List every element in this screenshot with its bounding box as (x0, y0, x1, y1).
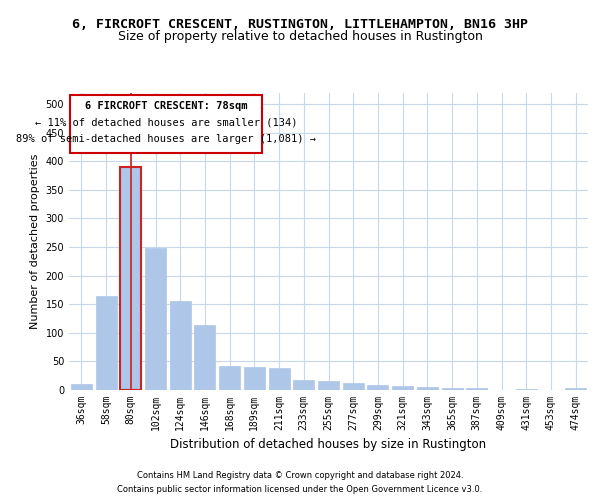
Text: 6 FIRCROFT CRESCENT: 78sqm: 6 FIRCROFT CRESCENT: 78sqm (85, 100, 247, 110)
Bar (466, 388, 487, 390)
Bar (417, 387, 438, 390)
Bar (293, 380, 314, 390)
Text: ← 11% of detached houses are smaller (134): ← 11% of detached houses are smaller (13… (35, 118, 297, 128)
Text: 6, FIRCROFT CRESCENT, RUSTINGTON, LITTLEHAMPTON, BN16 3HP: 6, FIRCROFT CRESCENT, RUSTINGTON, LITTLE… (72, 18, 528, 30)
Bar (170, 302, 191, 390)
X-axis label: Distribution of detached houses by size in Rustington: Distribution of detached houses by size … (170, 438, 487, 452)
FancyBboxPatch shape (70, 96, 262, 152)
Bar (442, 388, 463, 390)
Bar (565, 388, 586, 390)
Bar (269, 368, 290, 390)
Bar (219, 366, 240, 390)
Text: Contains HM Land Registry data © Crown copyright and database right 2024.: Contains HM Land Registry data © Crown c… (137, 472, 463, 480)
Bar (120, 167, 141, 390)
Bar (194, 326, 215, 390)
Bar (318, 382, 339, 390)
Text: Size of property relative to detached houses in Rustington: Size of property relative to detached ho… (118, 30, 482, 43)
Bar (95, 296, 116, 390)
Text: 89% of semi-detached houses are larger (1,081) →: 89% of semi-detached houses are larger (… (16, 134, 316, 144)
Y-axis label: Number of detached properties: Number of detached properties (30, 154, 40, 329)
Bar (392, 386, 413, 390)
Text: Contains public sector information licensed under the Open Government Licence v3: Contains public sector information licen… (118, 484, 482, 494)
Bar (343, 382, 364, 390)
Bar (145, 248, 166, 390)
Bar (367, 386, 388, 390)
Bar (244, 367, 265, 390)
Bar (71, 384, 92, 390)
